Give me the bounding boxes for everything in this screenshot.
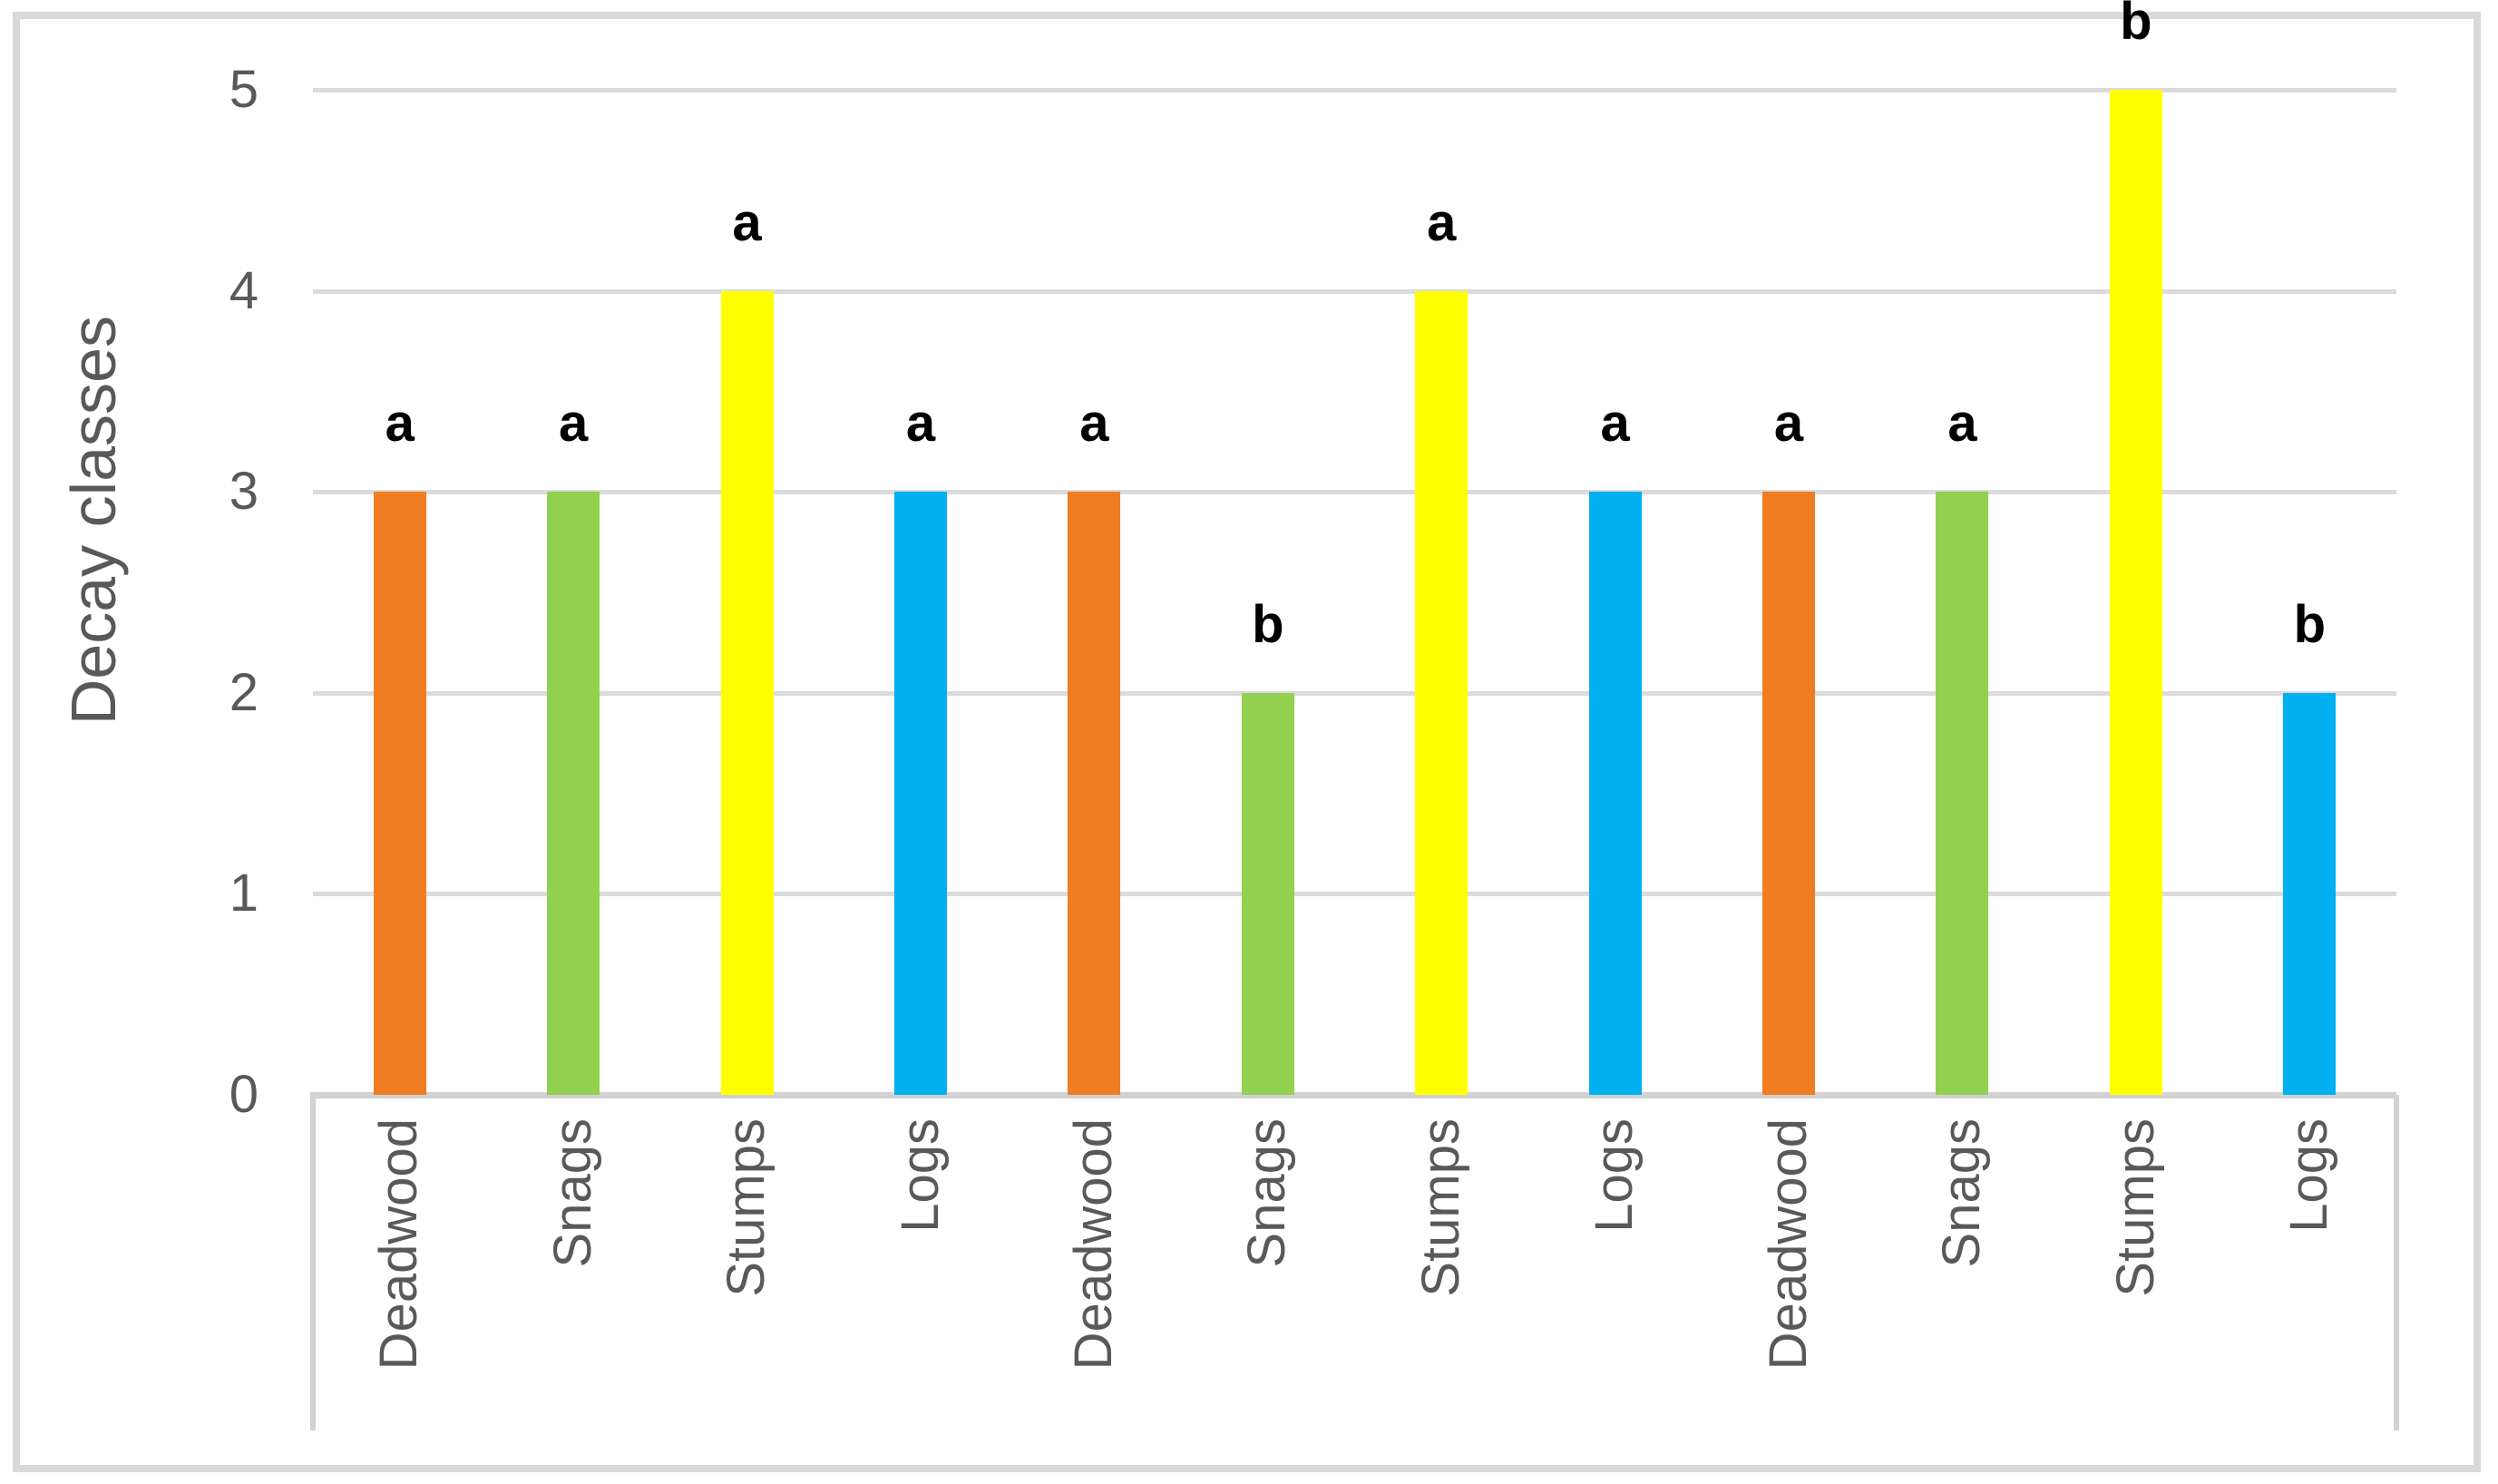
x-axis-label-text: Deadwood (1064, 1118, 1124, 1371)
bar-deadwood-1 (373, 492, 426, 1095)
y-tick-label-2: 2 (229, 662, 259, 722)
x-axis-label-text: Stumps (2105, 1118, 2165, 1297)
y-tick-label-0: 0 (229, 1065, 259, 1124)
x-axis-label-10: Snags (1912, 1118, 2012, 1459)
x-axis-label-11: Stumps (2086, 1118, 2186, 1459)
x-axis-label-text: Stumps (717, 1118, 776, 1297)
bar-logs-8 (1588, 492, 1642, 1095)
bar-logs-4 (893, 492, 947, 1095)
x-axis-label-9: Deadwood (1739, 1118, 1839, 1459)
bar-letter-label-12: b (2293, 594, 2326, 654)
x-axis-label-text: Logs (890, 1118, 950, 1233)
y-tick-label-3: 3 (229, 462, 259, 522)
gridline-y2 (313, 690, 2396, 696)
y-tick-label-1: 1 (229, 864, 259, 923)
x-axis-label-8: Logs (1566, 1118, 1665, 1459)
x-axis-label-1: Deadwood (350, 1118, 450, 1459)
x-axis-label-12: Logs (2259, 1118, 2359, 1459)
y-tick-label-5: 5 (229, 60, 259, 119)
gridline-y5 (313, 88, 2396, 93)
bar-snags-6 (1241, 692, 1294, 1095)
bar-deadwood-5 (1068, 492, 1121, 1095)
bar-letter-label-4: a (905, 394, 936, 454)
x-axis-line (310, 1092, 2396, 1098)
bar-letter-label-10: a (1947, 394, 1977, 454)
bar-stumps-3 (720, 290, 774, 1095)
bar-logs-12 (2283, 692, 2337, 1095)
x-axis-end-tick-2 (2394, 1095, 2399, 1430)
x-axis-label-text: Deadwood (369, 1118, 429, 1371)
bar-snags-10 (1936, 492, 1989, 1095)
gridline-y1 (313, 892, 2396, 897)
bar-letter-label-3: a (732, 192, 762, 252)
bar-letter-label-7: a (1427, 192, 1457, 252)
x-axis-label-text: Snags (542, 1118, 602, 1268)
bar-letter-label-11: b (2120, 0, 2152, 51)
x-axis-label-5: Deadwood (1044, 1118, 1144, 1459)
bar-letter-label-8: a (1600, 394, 1630, 454)
x-axis-label-4: Logs (871, 1118, 971, 1459)
bar-letter-label-2: a (558, 394, 589, 454)
x-axis-label-text: Logs (2278, 1118, 2338, 1233)
bar-stumps-11 (2109, 90, 2162, 1095)
bar-deadwood-9 (1762, 492, 1816, 1095)
x-axis-label-text: Snags (1932, 1118, 1992, 1268)
bar-letter-label-1: a (385, 394, 415, 454)
bar-letter-label-5: a (1079, 394, 1109, 454)
x-axis-label-text: Snags (1237, 1118, 1297, 1268)
y-tick-label-4: 4 (229, 260, 259, 320)
bar-letter-label-9: a (1773, 394, 1804, 454)
x-axis-label-6: Snags (1218, 1118, 1318, 1459)
x-axis-label-3: Stumps (698, 1118, 797, 1459)
bar-stumps-7 (1415, 290, 1469, 1095)
x-axis-label-2: Snags (523, 1118, 623, 1459)
x-axis-label-text: Deadwood (1758, 1118, 1818, 1371)
x-axis-label-7: Stumps (1391, 1118, 1491, 1459)
gridline-y4 (313, 288, 2396, 294)
x-axis-label-text: Logs (1585, 1118, 1644, 1233)
x-axis-label-text: Stumps (1410, 1118, 1470, 1297)
bar-snags-2 (547, 492, 600, 1095)
bar-letter-label-6: b (1252, 594, 1284, 654)
chart-border (13, 12, 2481, 1472)
x-axis-end-tick-1 (310, 1095, 316, 1430)
gridline-y3 (313, 490, 2396, 495)
